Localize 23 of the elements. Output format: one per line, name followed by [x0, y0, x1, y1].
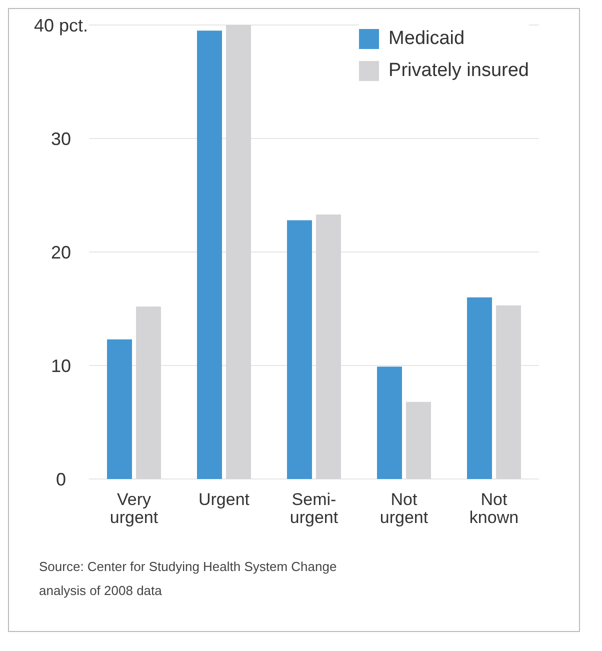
y-tick-label: 20 — [50, 242, 72, 262]
bar — [197, 30, 222, 479]
y-tick-label: 10 — [50, 356, 72, 376]
bar — [316, 214, 341, 479]
bar — [467, 297, 492, 479]
y-tick-label: 40 pct. — [34, 15, 88, 36]
bar — [287, 220, 312, 479]
legend-label: Medicaid — [388, 28, 465, 50]
x-tick-label: Not urgent — [380, 490, 428, 527]
x-tick-label: Not known — [469, 490, 519, 527]
bar — [107, 339, 132, 479]
bar — [377, 366, 402, 479]
source-note: Source: Center for Studying Health System Change analysis of 2008 data — [39, 558, 338, 600]
y-tick-label: 30 — [50, 128, 72, 149]
bar — [136, 306, 161, 479]
x-tick-label: Very urgent — [110, 490, 158, 527]
x-tick-label: Semi-urgent — [290, 490, 338, 527]
y-tick-label: 0 — [56, 469, 66, 490]
bar — [406, 402, 431, 479]
x-tick-label: Urgent — [198, 490, 250, 509]
legend-label: Privately insured — [388, 60, 529, 82]
bar — [226, 25, 251, 479]
bar — [496, 305, 521, 479]
